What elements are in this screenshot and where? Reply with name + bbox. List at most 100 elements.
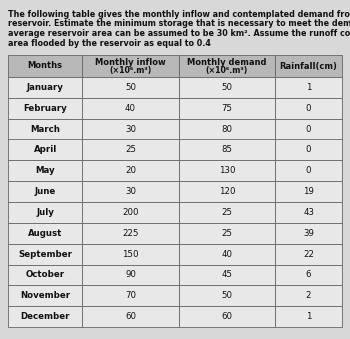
- Text: 0: 0: [306, 166, 312, 175]
- Text: 75: 75: [222, 104, 232, 113]
- Bar: [82, 140, 179, 160]
- Text: 80: 80: [222, 125, 232, 134]
- Text: 40: 40: [222, 250, 232, 259]
- Bar: [8, 140, 82, 160]
- Bar: [8, 223, 82, 244]
- Bar: [8, 55, 82, 77]
- Text: September: September: [18, 250, 72, 259]
- Text: 85: 85: [222, 145, 232, 155]
- Bar: [82, 98, 179, 119]
- Text: 60: 60: [222, 312, 232, 321]
- Text: 50: 50: [222, 83, 232, 92]
- Text: 225: 225: [122, 229, 139, 238]
- Bar: [179, 181, 275, 202]
- Bar: [82, 160, 179, 181]
- Bar: [179, 285, 275, 306]
- Bar: [275, 160, 342, 181]
- Text: 120: 120: [219, 187, 235, 196]
- Text: 60: 60: [125, 312, 136, 321]
- Text: 39: 39: [303, 229, 314, 238]
- Bar: [82, 119, 179, 140]
- Text: 45: 45: [222, 271, 232, 279]
- Bar: [82, 285, 179, 306]
- Bar: [8, 264, 82, 285]
- Bar: [179, 119, 275, 140]
- Bar: [82, 55, 179, 77]
- Bar: [82, 244, 179, 264]
- Bar: [179, 55, 275, 77]
- Text: 20: 20: [125, 166, 136, 175]
- Text: Rainfall(cm): Rainfall(cm): [280, 61, 337, 71]
- Text: 25: 25: [222, 208, 232, 217]
- Bar: [179, 244, 275, 264]
- Text: (×10⁶.m³): (×10⁶.m³): [109, 66, 152, 75]
- Text: February: February: [23, 104, 67, 113]
- Bar: [8, 160, 82, 181]
- Bar: [179, 140, 275, 160]
- Text: Monthly demand: Monthly demand: [187, 58, 267, 67]
- Bar: [275, 98, 342, 119]
- Bar: [275, 264, 342, 285]
- Text: 19: 19: [303, 187, 314, 196]
- Text: The following table gives the monthly inflow and contemplated demand from a prop: The following table gives the monthly in…: [8, 10, 350, 19]
- Text: 30: 30: [125, 187, 136, 196]
- Text: 25: 25: [125, 145, 136, 155]
- Bar: [82, 77, 179, 98]
- Text: (×10⁶.m³): (×10⁶.m³): [206, 66, 248, 75]
- Text: 40: 40: [125, 104, 136, 113]
- Text: August: August: [28, 229, 62, 238]
- Text: Monthly inflow: Monthly inflow: [95, 58, 166, 67]
- Text: April: April: [34, 145, 57, 155]
- Text: 1: 1: [306, 312, 312, 321]
- Bar: [8, 77, 82, 98]
- Bar: [179, 264, 275, 285]
- Bar: [179, 98, 275, 119]
- Bar: [179, 77, 275, 98]
- Text: 25: 25: [222, 229, 232, 238]
- Text: 1: 1: [306, 83, 312, 92]
- Bar: [8, 306, 82, 327]
- Bar: [275, 77, 342, 98]
- Bar: [275, 140, 342, 160]
- Text: January: January: [27, 83, 64, 92]
- Bar: [275, 181, 342, 202]
- Bar: [179, 160, 275, 181]
- Text: 90: 90: [125, 271, 136, 279]
- Text: November: November: [20, 291, 70, 300]
- Bar: [82, 306, 179, 327]
- Text: October: October: [26, 271, 65, 279]
- Bar: [275, 285, 342, 306]
- Bar: [8, 181, 82, 202]
- Text: 0: 0: [306, 145, 312, 155]
- Text: May: May: [35, 166, 55, 175]
- Text: 6: 6: [306, 271, 312, 279]
- Bar: [179, 306, 275, 327]
- Text: area flooded by the reservoir as equal to 0.4: area flooded by the reservoir as equal t…: [8, 39, 211, 47]
- Bar: [179, 202, 275, 223]
- Text: 2: 2: [306, 291, 312, 300]
- Text: 200: 200: [122, 208, 139, 217]
- Text: 130: 130: [219, 166, 235, 175]
- Bar: [82, 264, 179, 285]
- Text: 50: 50: [222, 291, 232, 300]
- Text: 70: 70: [125, 291, 136, 300]
- Text: 30: 30: [125, 125, 136, 134]
- Bar: [8, 119, 82, 140]
- Bar: [8, 244, 82, 264]
- Bar: [82, 202, 179, 223]
- Text: 43: 43: [303, 208, 314, 217]
- Bar: [275, 223, 342, 244]
- Text: Months: Months: [28, 61, 63, 71]
- Bar: [82, 181, 179, 202]
- Bar: [8, 285, 82, 306]
- Bar: [179, 223, 275, 244]
- Bar: [275, 119, 342, 140]
- Text: 22: 22: [303, 250, 314, 259]
- Bar: [275, 306, 342, 327]
- Text: 50: 50: [125, 83, 136, 92]
- Text: June: June: [35, 187, 56, 196]
- Bar: [275, 55, 342, 77]
- Text: 0: 0: [306, 104, 312, 113]
- Bar: [82, 223, 179, 244]
- Text: average reservoir area can be assumed to be 30 km². Assume the runoff coefficien: average reservoir area can be assumed to…: [8, 29, 350, 38]
